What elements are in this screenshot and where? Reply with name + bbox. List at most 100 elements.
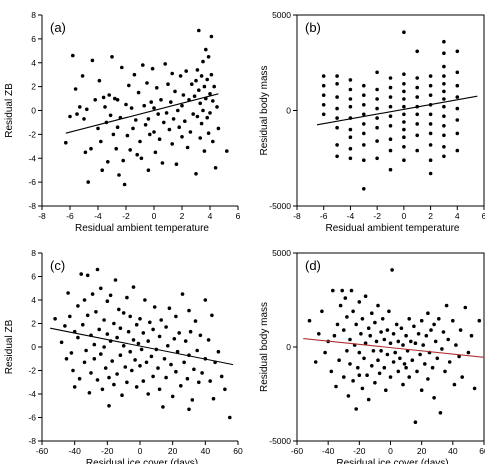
panel-d-data-point: [432, 322, 436, 327]
panel-b-data-point: [402, 89, 406, 94]
panel-a-data-point: [142, 103, 146, 108]
panel-a-y-tick-label: -2: [28, 129, 36, 139]
panel-b-data-point: [348, 78, 353, 82]
panel-b-data-point: [428, 131, 433, 136]
panel-d-data-point: [365, 373, 369, 378]
panel-a-data-point: [213, 166, 218, 170]
panel-a-data-point: [110, 55, 114, 59]
panel-c-data-point: [113, 278, 118, 282]
panel-a-data-point: [115, 98, 120, 102]
panel-d-data-point: [424, 333, 429, 338]
panel-a-data-point: [174, 162, 179, 166]
panel-d-x-tick-label: -20: [353, 446, 366, 456]
panel-d-data-point: [401, 343, 405, 347]
panel-b-data-point: [388, 167, 393, 172]
panel-c-data-point: [164, 375, 168, 380]
panel-c-x-tick-label: -40: [69, 446, 82, 456]
panel-b-data-point: [348, 146, 353, 151]
panel-d-data-point: [363, 294, 368, 299]
panel-c-data-point: [223, 387, 227, 392]
panel-d-data-point: [348, 337, 352, 342]
panel-b-data-point: [442, 104, 446, 109]
panel-c-x-tick-label: -20: [101, 446, 114, 456]
panel-a-data-point: [90, 58, 95, 63]
panel-a-data-point: [131, 126, 135, 131]
panel-c-data-point: [71, 368, 75, 373]
panel-b-data-point: [362, 122, 366, 126]
panel-a-data-point: [184, 69, 188, 73]
panel-a-y-tick-label: 6: [31, 34, 36, 44]
panel-a-data-point: [159, 98, 163, 102]
panel-b-x-tick-label: -6: [320, 211, 328, 221]
panel-d-data-point: [446, 337, 451, 342]
panel-a-data-point: [82, 117, 86, 121]
panel-d-data-point: [371, 349, 376, 353]
panel-b-x-tick-label: 2: [428, 211, 433, 221]
panel-a-data-point: [78, 105, 82, 109]
panel-c-data-point: [187, 407, 191, 412]
panel-b-data-point: [375, 116, 379, 120]
panel-b-data-point: [442, 82, 446, 86]
panel-c-data-point: [94, 310, 98, 314]
panel-b-data-point: [402, 97, 406, 101]
panel-a-data-point: [64, 140, 68, 145]
panel-b-x-axis-label: Residual ambient temperature: [326, 223, 460, 234]
panel-d-data-point: [374, 339, 379, 344]
panel-d-data-point: [418, 352, 422, 357]
panel-b-data-point: [455, 131, 460, 136]
panel-a-data-point: [114, 146, 118, 151]
panel-a-data-point: [124, 102, 128, 107]
panel-a-data-point: [160, 161, 165, 165]
panel-c-data-point: [102, 345, 106, 349]
panel-a-data-point: [156, 112, 160, 116]
panel-b-data-point: [442, 124, 446, 128]
panel-c-y-tick-label: -6: [28, 413, 36, 423]
panel-d-panel-label: (d): [305, 258, 321, 273]
panel-b-x-tick-label: 4: [455, 211, 460, 221]
panel-c-data-point: [53, 317, 57, 321]
panel-b-data-point: [362, 83, 366, 88]
panel-c-data-point: [136, 341, 141, 346]
panel-b-data-point: [375, 156, 379, 161]
panel-d-data-point: [363, 341, 368, 346]
panel-a-data-point: [93, 98, 97, 102]
panel-b-data-point: [388, 114, 393, 118]
panel-c-y-tick-label: -8: [28, 436, 36, 446]
panel-a-data-point: [146, 117, 151, 121]
panel-d-data-point: [413, 341, 418, 346]
panel-a-data-point: [167, 127, 172, 132]
panel-a-y-tick-label: -4: [28, 153, 36, 163]
panel-b-data-point: [348, 87, 353, 92]
panel-a-data-point: [138, 139, 142, 144]
panel-c-data-point: [123, 365, 128, 369]
panel-c-data-point: [110, 359, 114, 363]
panel-b-data-point: [388, 148, 393, 153]
panel-b-data-point: [362, 103, 366, 107]
panel-b-data-point: [415, 133, 420, 138]
panel-b-x-tick-label: -8: [293, 211, 301, 221]
panel-c-data-point: [103, 366, 108, 370]
panel-a-data-point: [145, 81, 149, 85]
panel-b-data-point: [321, 103, 326, 107]
panel-c-data-point: [92, 342, 97, 347]
panel-a-data-point: [201, 108, 205, 113]
panel-c-y-tick-label: 8: [31, 248, 36, 258]
panel-b-data-point: [402, 135, 406, 139]
panel-d-x-axis-label: Residual ice cover (days): [336, 458, 448, 464]
panel-b-data-point: [375, 106, 379, 111]
panel-c-data-point: [134, 322, 139, 327]
panel-d-data-point: [320, 309, 324, 314]
panel-a-data-point: [192, 94, 197, 98]
panel-c-data-point: [192, 367, 196, 372]
panel-c-data-point: [115, 335, 119, 340]
panel-a-data-point: [162, 120, 166, 125]
panel-d-data-point: [443, 369, 447, 374]
panel-c-data-point: [107, 375, 111, 380]
panel-c-y-tick-label: 6: [31, 272, 36, 282]
panel-b-panel-label: (b): [305, 20, 321, 35]
panel-a-data-point: [185, 145, 190, 150]
panel-a-data-point: [103, 105, 107, 109]
panel-c-data-point: [133, 358, 137, 362]
panel-d-x-tick-label: -40: [322, 446, 335, 456]
panel-c-data-point: [151, 374, 155, 379]
